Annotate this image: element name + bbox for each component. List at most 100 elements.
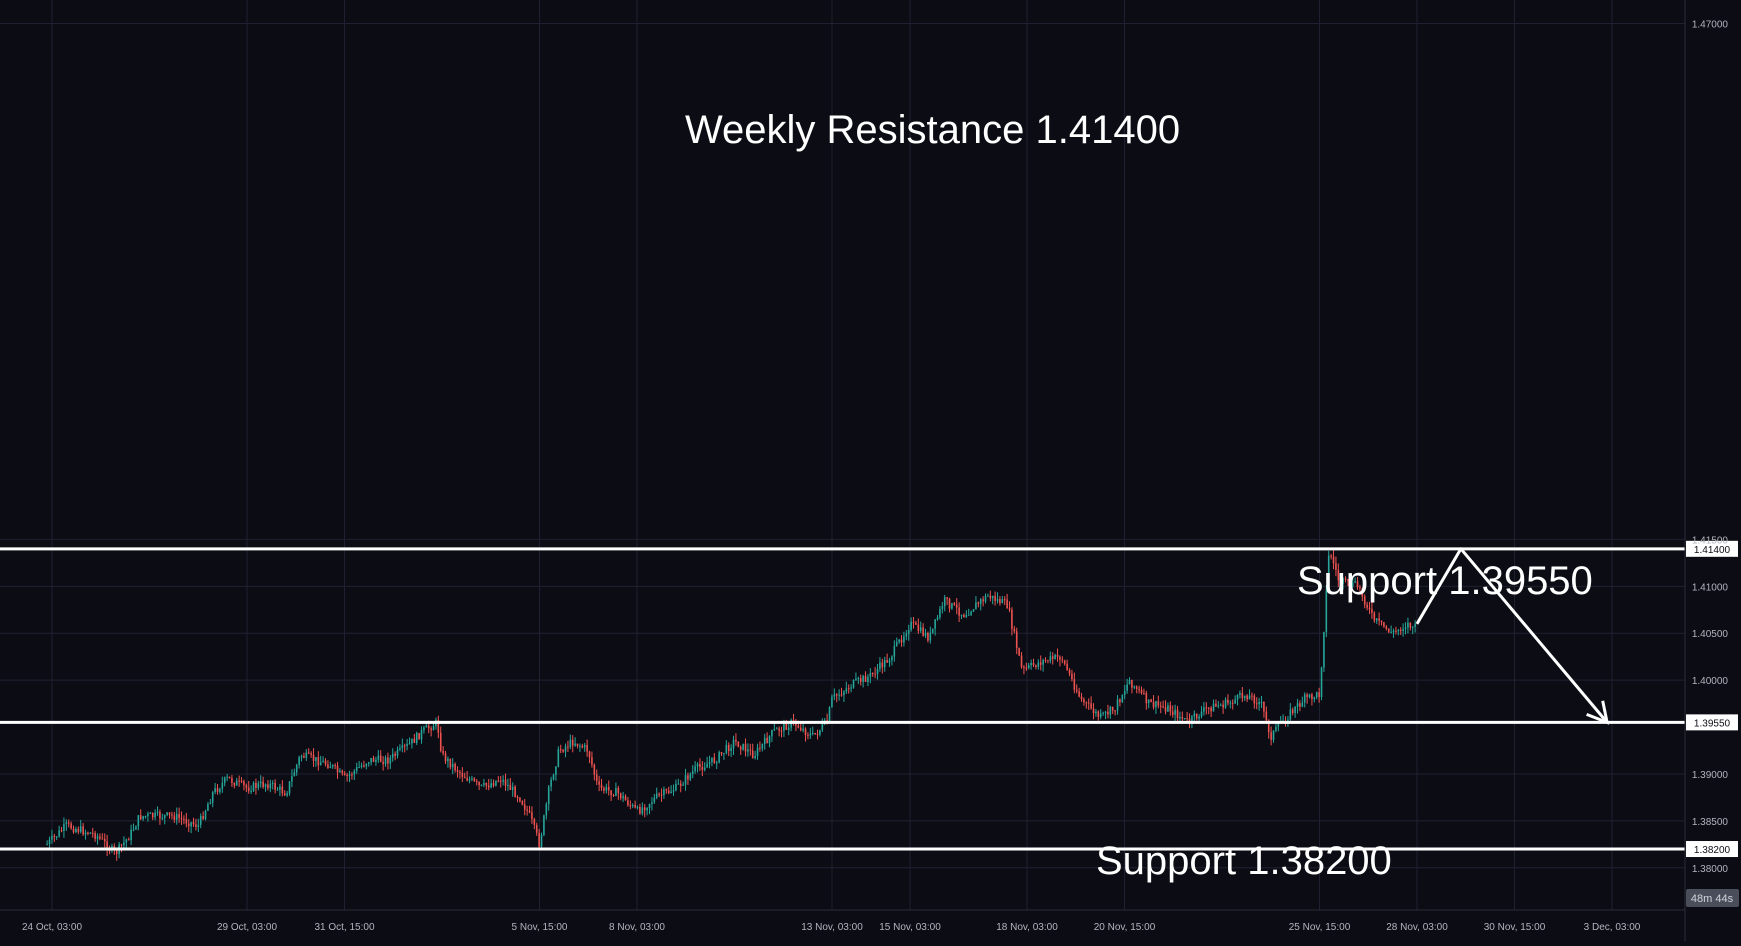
projection-arrowhead <box>1586 700 1610 725</box>
candle-body <box>970 611 972 615</box>
candle-body <box>185 819 188 824</box>
candle-body <box>783 723 785 731</box>
candle-body <box>811 732 814 734</box>
candle-body <box>838 694 840 696</box>
candle-body <box>375 759 377 762</box>
candle-body <box>1291 709 1294 713</box>
candle-body <box>87 832 89 834</box>
time-axis[interactable]: 24 Oct, 03:00 29 Oct, 03:00 31 Oct, 15:00 5… <box>22 922 1641 933</box>
y-tick-label: 1.47000 <box>1692 19 1729 30</box>
candle-body <box>1140 689 1143 694</box>
candle-body <box>881 662 884 668</box>
candle-body <box>403 745 406 747</box>
candle-body <box>624 796 627 801</box>
candle-body <box>315 757 317 761</box>
candle-body <box>1169 705 1172 712</box>
candle-body <box>967 614 970 616</box>
candle-body <box>643 807 646 811</box>
candle-body <box>1354 581 1356 583</box>
candle-body <box>437 719 440 733</box>
candle-body <box>785 723 788 730</box>
candle-body <box>1342 578 1344 584</box>
candle-body <box>1008 608 1011 610</box>
candle-body <box>1155 701 1157 708</box>
candle-body <box>151 812 154 818</box>
candle-body <box>617 787 620 794</box>
candle-body <box>1131 679 1133 688</box>
candle-body <box>295 764 298 773</box>
candle-body <box>725 744 728 754</box>
candle-body <box>1344 578 1347 580</box>
candle-body <box>960 614 963 616</box>
projection-path[interactable] <box>1415 547 1609 724</box>
candle-body <box>1217 705 1220 707</box>
candle-body <box>1167 705 1169 712</box>
candle-body <box>1260 701 1263 703</box>
candle-body <box>1263 701 1265 712</box>
candle-body <box>958 607 960 616</box>
candle-body <box>607 787 610 791</box>
candle-body <box>1363 596 1366 605</box>
candle-body <box>864 675 867 682</box>
horizontal-levels[interactable]: 1.41400 1.39550 1.38200 <box>0 540 1738 858</box>
candle-body <box>243 781 245 786</box>
candle-body <box>1294 706 1296 713</box>
candle-body <box>504 779 507 786</box>
candle-body <box>696 763 699 767</box>
candle-body <box>322 760 324 763</box>
candle-body <box>732 739 735 749</box>
x-tick-label: 15 Nov, 03:00 <box>879 922 941 933</box>
candle-body <box>991 595 994 599</box>
candle-body <box>982 599 984 602</box>
candle-body <box>300 756 303 758</box>
candle-body <box>1383 622 1385 627</box>
price-axis[interactable]: 1.47000 1.41500 1.41000 1.40500 1.40000 1.390… <box>1692 19 1729 874</box>
candle-body <box>1325 590 1328 633</box>
candle-body <box>1059 656 1061 660</box>
candle-body <box>675 783 677 791</box>
candle-body <box>1323 632 1325 668</box>
candle-body <box>156 811 159 813</box>
candle-body <box>473 778 476 781</box>
projection-arrow[interactable] <box>1415 547 1610 725</box>
candle-body <box>910 621 912 630</box>
candle-body <box>353 770 356 775</box>
candle-body <box>423 727 425 731</box>
candle-body <box>125 839 128 843</box>
candle-body <box>727 744 730 752</box>
candle-body <box>929 632 932 641</box>
candle-body <box>677 783 680 785</box>
candle-body <box>461 773 464 777</box>
candle-body <box>879 662 881 670</box>
candle-body <box>1265 711 1268 721</box>
candle-body <box>267 784 269 789</box>
candle-body <box>209 802 212 805</box>
candle-body <box>1061 659 1064 661</box>
candle-body <box>363 765 365 767</box>
candle-body <box>1186 718 1188 720</box>
candle-body <box>1176 709 1179 719</box>
y-tick-label: 1.40500 <box>1692 629 1729 640</box>
candle-body <box>605 787 608 791</box>
candle-body <box>1375 618 1378 621</box>
candle-body <box>427 725 430 729</box>
candle-body <box>1407 622 1409 628</box>
candle-body <box>543 815 545 836</box>
candle-body <box>365 763 368 767</box>
candle-body <box>1404 627 1407 629</box>
candle-body <box>891 656 893 661</box>
candle-body <box>1361 588 1364 597</box>
candle-body <box>1111 706 1114 711</box>
candle-body <box>252 782 255 792</box>
candle-body <box>444 753 447 762</box>
candle-body <box>941 606 944 609</box>
candle-body <box>1044 659 1047 661</box>
candle-body <box>192 822 195 825</box>
x-tick-label: 13 Nov, 03:00 <box>801 922 863 933</box>
candle-body <box>1056 654 1059 657</box>
candle-body <box>1200 711 1203 717</box>
level-price-tag <box>1686 540 1738 557</box>
